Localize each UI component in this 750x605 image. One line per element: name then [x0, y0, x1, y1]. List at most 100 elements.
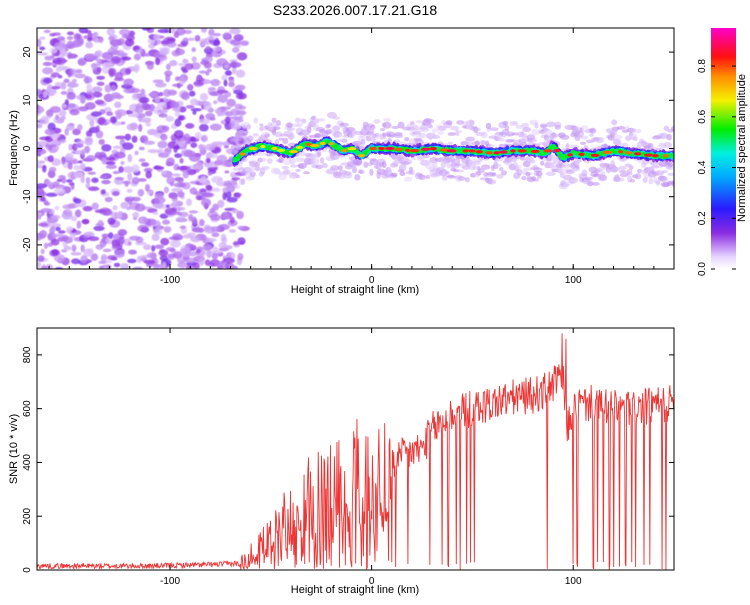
noise-blob	[37, 212, 43, 217]
noise-blob	[115, 211, 123, 219]
halo-blob	[579, 141, 587, 146]
spectrogram-marks	[37, 28, 674, 269]
noise-blob	[58, 109, 67, 117]
halo-blob	[351, 166, 358, 174]
noise-blob	[90, 111, 102, 117]
halo-blob	[629, 179, 636, 183]
ridge-peak	[652, 154, 659, 158]
noise-blob	[211, 232, 220, 238]
noise-blob	[107, 217, 116, 225]
noise-blob	[103, 59, 109, 64]
noise-blob	[55, 68, 63, 72]
halo-blob	[478, 168, 485, 173]
colorbar-tick-label: 0.4	[697, 160, 708, 174]
halo-blob	[618, 165, 627, 170]
halo-blob	[446, 163, 452, 169]
halo-blob	[295, 169, 301, 173]
ridge-peak	[662, 154, 669, 158]
halo-blob	[486, 179, 497, 185]
halo-blob	[610, 160, 616, 167]
noise-blob	[183, 29, 193, 35]
halo-blob	[610, 166, 621, 172]
noise-blob	[37, 52, 48, 56]
ridge-peak	[475, 150, 484, 154]
halo-blob	[489, 127, 499, 132]
halo-blob	[545, 171, 556, 177]
y-tick-label: 0	[22, 145, 33, 151]
noise-blob	[88, 248, 94, 255]
noise-blob	[98, 138, 105, 146]
noise-blob	[222, 257, 235, 264]
noise-blob	[134, 203, 146, 212]
noise-blob	[42, 165, 47, 173]
noise-blob	[209, 214, 221, 221]
ridge-peak	[625, 151, 633, 155]
halo-blob	[558, 168, 569, 176]
halo-blob	[240, 178, 246, 185]
halo-blob	[481, 164, 491, 170]
noise-blob	[85, 155, 97, 162]
noise-blob	[141, 162, 150, 167]
noise-blob	[199, 38, 207, 47]
ridge-peak	[295, 145, 304, 150]
halo-blob	[614, 177, 625, 182]
halo-blob	[584, 176, 594, 180]
colorbar-tick-label: 0.8	[697, 59, 708, 73]
noise-blob	[84, 53, 96, 61]
halo-blob	[587, 181, 594, 187]
noise-blob	[190, 136, 196, 142]
noise-blob	[239, 115, 244, 120]
ridge-peak	[319, 141, 326, 146]
noise-blob	[49, 32, 56, 37]
halo-blob	[398, 164, 407, 172]
noise-blob	[105, 161, 116, 166]
noise-blob	[96, 66, 102, 73]
noise-blob	[91, 63, 98, 71]
noise-blob	[198, 144, 207, 151]
noise-blob	[230, 61, 237, 69]
colorbar-gradient	[711, 28, 736, 269]
halo-blob	[663, 141, 673, 149]
halo-blob	[632, 136, 638, 142]
halo-blob	[565, 143, 570, 150]
noise-blob	[72, 158, 78, 163]
noise-blob	[207, 86, 216, 91]
noise-blob	[112, 205, 118, 211]
noise-blob	[84, 137, 94, 146]
noise-blob	[101, 157, 107, 165]
halo-blob	[549, 154, 556, 159]
halo-blob	[393, 134, 404, 139]
noise-blob	[172, 199, 178, 205]
noise-blob	[210, 79, 221, 87]
noise-blob	[179, 247, 191, 255]
noise-blob	[160, 237, 170, 246]
noise-blob	[177, 261, 188, 269]
noise-blob	[176, 216, 186, 222]
halo-blob	[667, 162, 674, 168]
noise-blob	[112, 191, 120, 197]
halo-blob	[474, 140, 480, 147]
halo-blob	[418, 132, 426, 139]
noise-blob	[134, 105, 144, 114]
noise-blob	[124, 38, 135, 47]
halo-blob	[381, 161, 387, 169]
halo-blob	[246, 135, 254, 142]
halo-blob	[287, 132, 295, 140]
halo-blob	[310, 115, 317, 120]
noise-blob	[47, 181, 54, 188]
halo-blob	[648, 177, 654, 185]
noise-blob	[86, 37, 93, 42]
noise-blob	[44, 201, 51, 206]
noise-blob	[146, 61, 154, 70]
ridge-peak	[409, 148, 420, 153]
noise-blob	[66, 179, 73, 183]
halo-blob	[534, 122, 539, 129]
noise-blob	[61, 103, 68, 109]
noise-blob	[64, 245, 72, 251]
noise-blob	[223, 79, 228, 87]
halo-blob	[380, 127, 386, 132]
halo-blob	[415, 120, 424, 124]
noise-blob	[224, 116, 231, 124]
noise-blob	[112, 94, 124, 99]
